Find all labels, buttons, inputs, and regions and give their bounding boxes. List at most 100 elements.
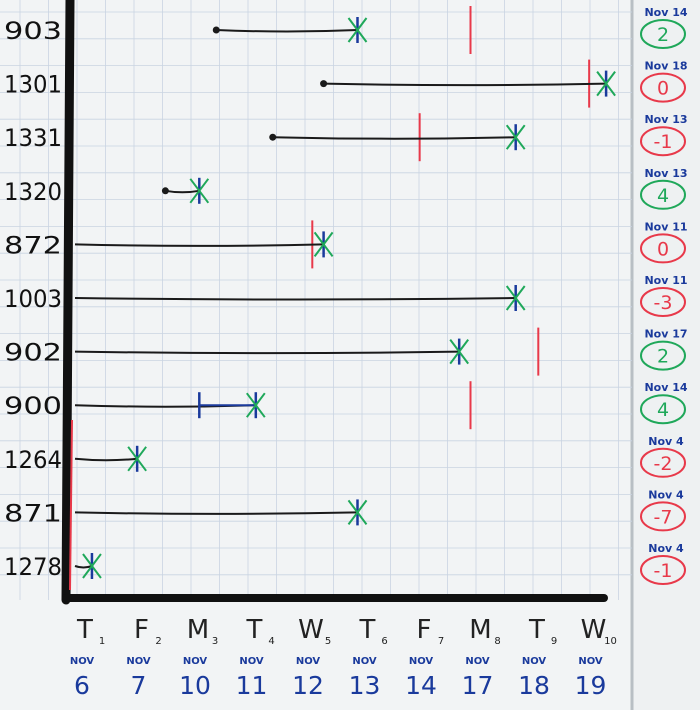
done-cross: [347, 17, 368, 43]
delta-circle: [640, 555, 686, 585]
day-index: 3: [212, 636, 218, 647]
day-index: 10: [604, 636, 617, 647]
due-date-label: Nov 14: [644, 6, 687, 19]
day-index: 6: [381, 636, 387, 647]
ticket-id-label: 902: [4, 339, 62, 367]
ticket-bar: [74, 511, 358, 515]
due-date-label: Nov 14: [644, 381, 687, 394]
day-letter: T: [359, 615, 376, 645]
delta-value: -3: [654, 292, 673, 314]
delta-value: -1: [654, 131, 673, 153]
delta-circle: [640, 447, 686, 478]
delta-circle: [640, 501, 686, 532]
day-index: 1: [99, 636, 105, 647]
day-letter: W: [581, 615, 607, 645]
day-date: 18: [518, 671, 550, 700]
delta-value: -1: [654, 560, 673, 582]
delta-value: 2: [657, 24, 669, 46]
day-date: 12: [292, 671, 324, 700]
done-cross: [82, 553, 102, 579]
delta-circle: [640, 72, 686, 103]
delta-circle: [640, 126, 686, 157]
done-cross: [127, 446, 147, 472]
day-date: 11: [236, 671, 268, 700]
due-date-label: Nov 13: [644, 113, 687, 126]
done-cross: [246, 392, 266, 418]
delta-value: 0: [657, 238, 669, 260]
delta-value: 4: [657, 399, 669, 421]
day-date: 7: [131, 671, 147, 700]
start-dot: [320, 80, 328, 88]
delta-value: 4: [657, 185, 669, 207]
ticket-bar: [272, 136, 516, 140]
day-date: 17: [462, 671, 494, 700]
day-date: 6: [74, 671, 90, 700]
day-index: 4: [268, 636, 274, 647]
ticket-id-label: 900: [4, 392, 62, 420]
day-month: NOV: [352, 656, 377, 667]
done-cross: [505, 285, 526, 311]
delta-circle: [640, 19, 686, 49]
delta-value: -7: [654, 506, 673, 528]
done-cross: [596, 70, 616, 97]
due-date-label: Nov 11: [644, 274, 687, 287]
day-month: NOV: [183, 656, 208, 667]
due-date-label: Nov 4: [648, 542, 684, 555]
day-letter: F: [417, 615, 432, 645]
day-letter: T: [528, 615, 545, 645]
day-month: NOV: [578, 656, 603, 667]
day-letter: T: [246, 615, 263, 645]
day-index: 2: [155, 636, 161, 647]
done-cross: [347, 499, 368, 526]
day-letter: F: [134, 615, 149, 645]
day-index: 7: [438, 636, 444, 647]
done-cross: [313, 231, 334, 257]
day-month: NOV: [465, 656, 490, 667]
side-panel: [632, 0, 700, 710]
done-cross: [189, 178, 210, 204]
day-month: NOV: [522, 656, 547, 667]
done-cross: [449, 339, 470, 365]
delta-value: -2: [654, 453, 673, 475]
day-index: 9: [551, 636, 557, 647]
day-date: 19: [575, 671, 607, 700]
ticket-bar: [323, 82, 607, 87]
start-line: [69, 419, 73, 591]
due-date-label: Nov 13: [644, 167, 687, 180]
day-letter: M: [469, 615, 491, 645]
delta-circle: [640, 394, 686, 425]
grid: [0, 0, 632, 600]
delta-value: 0: [657, 78, 669, 100]
ticket-id-label: 1301: [4, 71, 62, 99]
ticket-id-label: 1278: [4, 553, 62, 581]
day-letter: W: [298, 615, 324, 645]
day-index: 8: [494, 636, 500, 647]
ticket-id-label: 1003: [4, 285, 62, 313]
day-month: NOV: [70, 656, 95, 667]
ticket-bar: [74, 350, 460, 355]
due-date-label: Nov 4: [648, 435, 684, 448]
day-month: NOV: [409, 656, 434, 667]
ticket-bars: [74, 17, 616, 579]
day-letter: M: [187, 615, 209, 645]
ticket-id-label: 872: [4, 231, 62, 259]
delta-circle: [640, 233, 686, 264]
due-date-label: Nov 18: [644, 60, 687, 73]
day-month: NOV: [239, 656, 264, 667]
ticket-bar: [74, 457, 138, 462]
start-dot: [161, 187, 169, 195]
due-date-label: Nov 11: [644, 220, 687, 233]
ticket-bar: [74, 243, 324, 247]
delta-circle: [640, 340, 686, 371]
day-month: NOV: [126, 656, 151, 667]
ticket-id-label: 1331: [4, 124, 62, 152]
day-month: NOV: [296, 656, 321, 667]
ticket-bar: [216, 29, 358, 33]
due-date-label: Nov 4: [648, 488, 684, 501]
delta-circle: [640, 179, 686, 210]
ticket-id-label: 871: [4, 499, 62, 527]
start-dot: [212, 26, 220, 34]
ticket-id-label: 1320: [4, 178, 62, 206]
